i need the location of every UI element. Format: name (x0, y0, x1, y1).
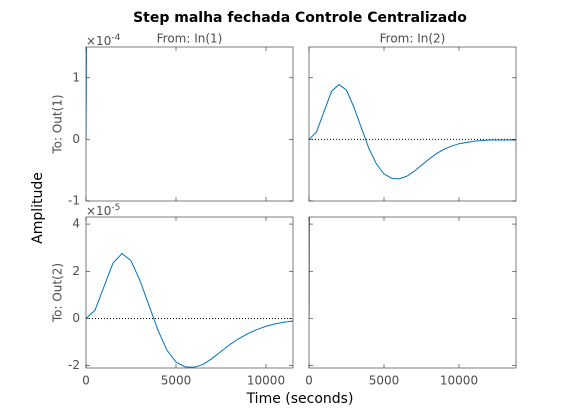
x-tick-label: 10000 (247, 374, 285, 388)
column-title: From: In(1) (157, 32, 223, 46)
y-tick-label: -2 (68, 358, 80, 372)
axes-box (308, 46, 517, 202)
axes-box (85, 46, 294, 202)
row-label: To: Out(1) (51, 94, 65, 154)
y-tick-label: -1 (68, 194, 80, 208)
row-label: To: Out(2) (51, 263, 65, 323)
exponent-power: -5 (111, 203, 120, 213)
y-tick-label: 0 (72, 132, 80, 146)
x-tick-label: 0 (82, 374, 90, 388)
x-axis-label: Time (seconds) (246, 391, 354, 407)
exponent-power: -4 (111, 33, 120, 43)
y-tick-label: 1 (72, 70, 80, 84)
response-line (309, 83, 516, 180)
y-exponent: ×10-4 (86, 33, 121, 48)
axes-background (309, 47, 516, 201)
axes-background (86, 47, 293, 201)
x-tick-label: 5000 (161, 374, 192, 388)
y-tick-label: 2 (72, 264, 80, 278)
exponent-base: ×10 (86, 204, 111, 218)
axes-box (85, 216, 294, 369)
response-line (86, 252, 293, 368)
x-tick-label: 0 (305, 374, 313, 388)
figure-title: Step malha fechada Controle Centralizado (133, 10, 467, 26)
y-exponent: ×10-5 (86, 203, 120, 218)
y-axis-label: Amplitude (30, 172, 46, 244)
axes-background (86, 217, 293, 368)
axes-box (308, 216, 517, 369)
x-tick-label: 10000 (440, 374, 478, 388)
y-tick-label: 4 (72, 217, 80, 231)
axes-background (309, 217, 516, 368)
column-title: From: In(2) (380, 32, 446, 46)
y-tick-label: 0 (72, 311, 80, 325)
x-tick-label: 5000 (369, 374, 400, 388)
exponent-base: ×10 (86, 34, 111, 48)
